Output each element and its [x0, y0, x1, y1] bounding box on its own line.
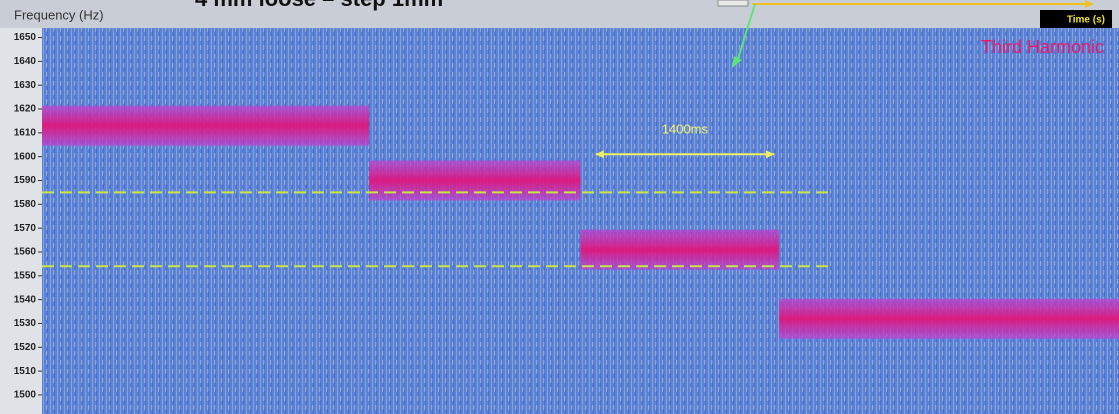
- y-tick-label: 1570: [14, 223, 37, 234]
- y-tick-label: 1530: [14, 318, 37, 329]
- x-label-box: [1040, 10, 1112, 28]
- span-head: [595, 150, 604, 159]
- pointer-line: [736, 3, 756, 63]
- harmonic-band: [779, 298, 1119, 339]
- axis-strip: [0, 28, 42, 414]
- y-tick-label: 1650: [14, 32, 37, 43]
- y-tick-label: 1520: [14, 342, 37, 353]
- y-axis-label: Frequency (Hz): [14, 7, 104, 22]
- arrow-head: [1085, 0, 1094, 8]
- y-tick-label: 1510: [14, 366, 37, 377]
- y-tick-label: 1540: [14, 294, 37, 305]
- y-tick-label: 1500: [14, 390, 37, 401]
- y-tick-label: 1600: [14, 151, 37, 162]
- y-tick-label: 1550: [14, 270, 37, 281]
- span-label: 1400ms: [662, 122, 709, 137]
- x-axis-label: Time (s): [1067, 15, 1105, 26]
- span-head: [766, 150, 775, 159]
- y-tick-label: 1560: [14, 247, 37, 258]
- annotation: Third Harmonic: [981, 37, 1104, 57]
- y-tick-label: 1580: [14, 199, 37, 210]
- harmonic-band: [369, 160, 581, 201]
- chart-title: 4 mm loose – step 1mm: [195, 0, 443, 11]
- y-tick-label: 1620: [14, 104, 37, 115]
- y-tick-label: 1610: [14, 127, 37, 138]
- harmonic-band: [42, 105, 370, 146]
- y-tick-label: 1640: [14, 56, 37, 67]
- plot-background: [42, 28, 1119, 414]
- y-tick-label: 1630: [14, 80, 37, 91]
- toolbar-icon: [717, 0, 749, 7]
- y-tick-label: 1590: [14, 175, 37, 186]
- harmonic-band: [580, 229, 780, 270]
- pointer-head: [732, 56, 742, 68]
